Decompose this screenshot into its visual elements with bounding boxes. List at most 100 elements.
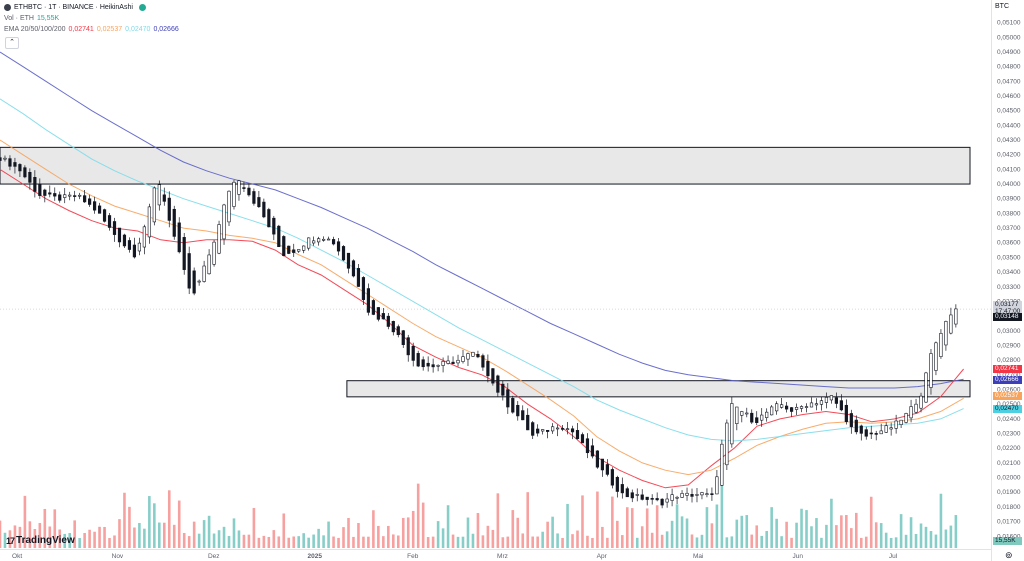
candle-body [496, 375, 500, 393]
candle-body [481, 355, 485, 368]
volume-bar [446, 505, 450, 548]
candle-body [53, 193, 57, 197]
candle-body [705, 493, 709, 495]
candle-body [789, 407, 794, 412]
volume-bar [133, 527, 136, 548]
price-tick-label: 0,01600 [997, 533, 1021, 540]
price-axis[interactable]: 0,05100 0,05000 0,04900 0,04800 0,04700 0,046… [997, 20, 1021, 541]
volume-bar [591, 537, 594, 548]
candle-body [207, 254, 211, 275]
candle-body [182, 237, 186, 270]
candle-body [326, 238, 331, 241]
volume-bar [551, 516, 554, 548]
volume-bar [715, 504, 719, 548]
candle-body [262, 201, 266, 218]
candle-body [212, 241, 216, 265]
volume-bar [800, 508, 803, 548]
candle-body [695, 494, 699, 496]
candle-body [177, 222, 181, 253]
legend-volume-row[interactable]: Vol · ETH 15,55K [4, 13, 179, 24]
volume-bar [775, 518, 778, 548]
candle-body [217, 224, 221, 254]
candle-body [117, 227, 122, 243]
candle-body [48, 192, 52, 195]
candle-body [172, 208, 176, 237]
price-tag: 0,03177 [993, 300, 1022, 309]
volume-bar [606, 537, 609, 548]
settings-icon: ⊚ [1005, 550, 1013, 560]
volume-bar [660, 534, 664, 548]
volume-bar [481, 535, 485, 548]
legend-ema-row[interactable]: EMA 20/50/100/200 0,02741 0,02537 0,0247… [4, 24, 179, 35]
candle-body [546, 429, 550, 432]
volume-bar [785, 521, 788, 548]
volume-bar [944, 529, 948, 548]
candle-body [222, 204, 226, 240]
candle-body [809, 402, 814, 408]
candle-body [287, 245, 291, 254]
candle-body [33, 177, 37, 192]
volume-bar [162, 522, 166, 548]
price-tick-label: 0,02200 [997, 445, 1021, 452]
candle-body [391, 321, 395, 333]
volume-bar [222, 526, 226, 548]
volume-bar [367, 536, 370, 548]
candle-body [934, 342, 938, 371]
time-tick-label: Apr [597, 553, 608, 560]
candle-body [282, 236, 286, 257]
price-tick-label: 0,04500 [997, 108, 1021, 115]
volume-label: Vol · ETH [4, 15, 34, 22]
volume-bar [616, 520, 619, 548]
candle-body [610, 469, 614, 486]
candle-body [3, 157, 7, 160]
tradingview-logo[interactable]: 17 TradingView [6, 535, 75, 546]
volume-bar [23, 495, 27, 548]
price-tick-label: 0,02900 [997, 342, 1021, 349]
legend-symbol-row[interactable]: ETHBTC · 1T · BINANCE · HeikinAshi [4, 2, 179, 13]
volume-bar [103, 526, 106, 548]
volume-bar [720, 470, 724, 548]
time-tick-label: Okt [12, 553, 22, 560]
candle-body [127, 240, 132, 250]
candle-body [829, 395, 834, 401]
candle-body [899, 419, 903, 425]
volume-bar [780, 536, 783, 548]
candle-body [147, 206, 151, 238]
candle-body [635, 494, 639, 496]
candle-body [142, 226, 146, 248]
candle-body [625, 488, 629, 498]
volume-bar [426, 537, 430, 548]
volume-bar [476, 513, 480, 548]
tradingview-logo-icon: 17 [6, 535, 15, 546]
price-tick-label: 0,04300 [997, 137, 1021, 144]
candle-body [252, 191, 256, 204]
candle-body [436, 365, 440, 367]
time-tick-label: Dez [208, 553, 220, 560]
price-tick-label: 0,03300 [997, 284, 1021, 291]
candle-body [92, 201, 97, 211]
settings-button[interactable]: ⊚ [1005, 550, 1013, 561]
candle-body [889, 427, 893, 430]
candle-body [929, 353, 933, 388]
candle-body [824, 397, 829, 403]
volume-bar [362, 536, 365, 548]
volume-bar [864, 536, 868, 548]
symbol-title[interactable]: ETHBTC · 1T · BINANCE · HeikinAshi [14, 4, 133, 11]
ema20-line [0, 168, 964, 489]
price-tick-label: 0,04800 [997, 64, 1021, 71]
volume-bar [850, 528, 853, 548]
candle-body [516, 404, 520, 417]
time-axis[interactable]: Okt Nov Dez 2025 Feb Mrz Apr Mai Jun Jul [12, 553, 898, 560]
volume-bar [406, 517, 410, 548]
ema-layer [0, 51, 991, 489]
axis-currency-label[interactable]: BTC [995, 3, 1009, 10]
volume-bar [680, 516, 684, 548]
candle-body [526, 414, 530, 431]
collapse-legend-button[interactable]: ⌃ [5, 37, 19, 49]
volume-bar [262, 535, 266, 548]
volume-bar [835, 525, 838, 548]
volume-bar [158, 522, 161, 548]
candle-layer [0, 153, 958, 509]
volume-bar [511, 510, 515, 548]
